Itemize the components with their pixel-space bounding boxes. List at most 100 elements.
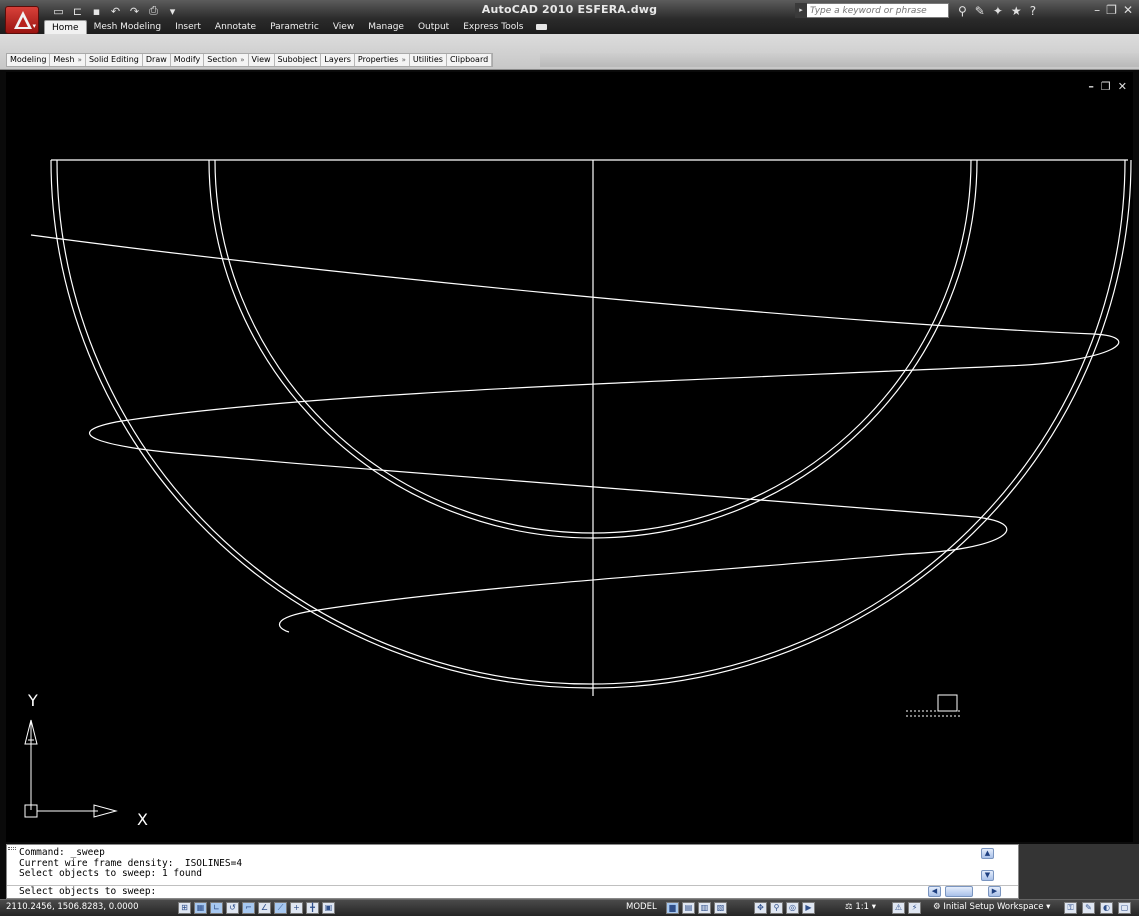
quick-properties-icon[interactable]: ▣ <box>322 902 335 914</box>
scrollbar-thumb[interactable] <box>945 886 973 897</box>
zoom-icon[interactable]: ⚲ <box>770 902 783 914</box>
model-layout-icon[interactable]: ▆ <box>666 902 679 914</box>
lock-icon[interactable]: ⚿ <box>1064 902 1077 914</box>
ucs-x-label: X <box>137 810 148 829</box>
panel-expand-icon[interactable]: » <box>238 56 245 64</box>
panel-mesh[interactable]: Mesh » <box>50 54 86 66</box>
command-history-line: Current wire frame density: ISOLINES=4 <box>19 857 243 869</box>
layout1-icon[interactable]: ▤ <box>682 902 695 914</box>
ortho-mode-icon[interactable]: ∟ <box>210 902 223 914</box>
viewport-restore-icon[interactable]: ❐ <box>1100 80 1111 93</box>
favorites-icon[interactable]: ★ <box>1010 3 1022 18</box>
panel-draw[interactable]: Draw <box>143 54 171 66</box>
tab-view[interactable]: View <box>332 22 355 32</box>
panel-modify[interactable]: Modify <box>171 54 205 66</box>
panel-solid-editing[interactable]: Solid Editing <box>86 54 143 66</box>
workspace-switch[interactable]: ⚙ Initial Setup Workspace ▾ <box>933 902 1051 912</box>
isolate-objects-icon[interactable]: ◐ <box>1100 902 1113 914</box>
model-space-drawing: Y X <box>24 159 1132 829</box>
ribbon-tabs: Home Mesh Modeling Insert Annotate Parametri… <box>44 20 552 34</box>
subscription-icon[interactable]: ✎ <box>974 3 985 18</box>
close-icon[interactable]: ✕ <box>1122 3 1133 17</box>
tab-mesh-modeling[interactable]: Mesh Modeling <box>93 22 162 32</box>
save-icon[interactable]: ▪ <box>92 4 101 18</box>
grid-display-icon[interactable]: ▦ <box>194 902 207 914</box>
horizontal-scrollbar[interactable]: ◀ ▶ <box>928 886 1008 897</box>
ucs-icon <box>24 719 118 818</box>
command-line-window: Command: _sweep Current wire frame densit… <box>6 844 1019 899</box>
drawing-canvas[interactable]: Y X – ❐ ✕ <box>6 72 1133 842</box>
panel-subobject[interactable]: Subobject <box>275 54 322 66</box>
restore-icon[interactable]: ❐ <box>1106 3 1117 17</box>
panel-expand-icon[interactable]: » <box>75 56 82 64</box>
open-icon[interactable]: ⊏ <box>72 4 83 18</box>
search-input[interactable] <box>810 4 948 17</box>
panel-expand-icon[interactable]: » <box>399 56 406 64</box>
coordinate-display[interactable]: 2110.2456, 1506.8283, 0.0000 <box>6 902 139 912</box>
panel-section[interactable]: Section » <box>204 54 249 66</box>
command-line-grip[interactable] <box>8 847 16 850</box>
outer-semicircle <box>50 159 1132 689</box>
quick-view-layouts-icon[interactable]: ▥ <box>698 902 711 914</box>
viewport-controls: – ❐ ✕ <box>1088 80 1127 93</box>
title-bar: ▾ ▭ ⊏ ▪ ↶ ↷ ⎙ ▾ AutoCAD 2010 ESFERA.dwg … <box>0 0 1139 34</box>
panel-label: Section <box>207 55 238 64</box>
panel-properties[interactable]: Properties » <box>355 54 410 66</box>
search-box[interactable]: ▸ <box>795 3 949 18</box>
help-icon[interactable]: ? <box>1029 3 1037 18</box>
viewport-minimize-icon[interactable]: – <box>1088 80 1094 93</box>
command-input[interactable] <box>19 886 929 897</box>
clean-screen-icon[interactable]: ▢ <box>1118 902 1131 914</box>
scroll-down-icon[interactable]: ▼ <box>981 870 994 881</box>
tab-annotate[interactable]: Annotate <box>214 22 257 32</box>
tab-express-tools[interactable]: Express Tools <box>463 22 524 32</box>
tab-parametric[interactable]: Parametric <box>270 22 319 32</box>
quick-view-drawings-icon[interactable]: ▧ <box>714 902 727 914</box>
show-lineweight-icon[interactable]: ╋ <box>306 902 319 914</box>
plot-icon[interactable]: ⎙ <box>149 4 158 17</box>
steering-wheel-icon[interactable]: ◎ <box>786 902 799 914</box>
binoculars-icon[interactable]: ⚲ <box>958 3 967 18</box>
tab-manage[interactable]: Manage <box>368 22 404 32</box>
auto-scale-icon[interactable]: ⚡ <box>908 902 921 914</box>
object-snap-icon[interactable]: ⌐ <box>242 902 255 914</box>
workspace-name: Initial Setup Workspace <box>943 902 1044 912</box>
model-space-label[interactable]: MODEL <box>626 902 657 912</box>
snap-mode-icon[interactable]: ⊞ <box>178 902 191 914</box>
pan-icon[interactable]: ✥ <box>754 902 767 914</box>
qat-dropdown-icon[interactable]: ▾ <box>169 4 176 18</box>
panel-clipboard[interactable]: Clipboard <box>447 54 493 66</box>
object-snap-tracking-icon[interactable]: ∠ <box>258 902 271 914</box>
polar-tracking-icon[interactable]: ↺ <box>226 902 239 914</box>
scroll-right-icon[interactable]: ▶ <box>988 886 1001 897</box>
application-menu-button[interactable]: ▾ <box>5 6 39 34</box>
dynamic-ucs-icon[interactable]: ⟋ <box>274 902 287 914</box>
search-expand-icon[interactable]: ▸ <box>795 3 807 18</box>
ribbon-panel-filler <box>540 53 1139 67</box>
ribbon-minimize-icon[interactable] <box>530 20 552 34</box>
redo-icon[interactable]: ↷ <box>129 4 140 18</box>
panel-view[interactable]: View <box>249 54 275 66</box>
panel-layers[interactable]: Layers <box>321 54 355 66</box>
panel-label: Draw <box>145 55 167 64</box>
tab-output[interactable]: Output <box>417 22 450 32</box>
tab-home[interactable]: Home <box>44 20 87 34</box>
tab-insert[interactable]: Insert <box>175 22 201 32</box>
chevron-down-icon: ▾ <box>32 22 36 30</box>
new-icon[interactable]: ▭ <box>53 4 64 18</box>
panel-modeling[interactable]: Modeling <box>7 54 51 66</box>
hardware-acceleration-icon[interactable]: ✎ <box>1082 902 1095 914</box>
minimize-icon[interactable]: – <box>1094 3 1101 17</box>
communication-icon[interactable]: ✦ <box>992 3 1003 18</box>
panel-label: Solid Editing <box>88 55 139 64</box>
scroll-left-icon[interactable]: ◀ <box>928 886 941 897</box>
undo-icon[interactable]: ↶ <box>110 4 121 18</box>
annotation-visibility-icon[interactable]: ⚠ <box>892 902 905 914</box>
dynamic-input-icon[interactable]: + <box>290 902 303 914</box>
panel-label: Modeling <box>10 55 47 64</box>
annotation-scale[interactable]: ⚖ 1:1 ▾ <box>845 902 876 912</box>
scroll-up-icon[interactable]: ▲ <box>981 848 994 859</box>
showmotion-icon[interactable]: ▶ <box>802 902 815 914</box>
panel-utilities[interactable]: Utilities <box>410 54 447 66</box>
viewport-close-icon[interactable]: ✕ <box>1117 80 1127 93</box>
